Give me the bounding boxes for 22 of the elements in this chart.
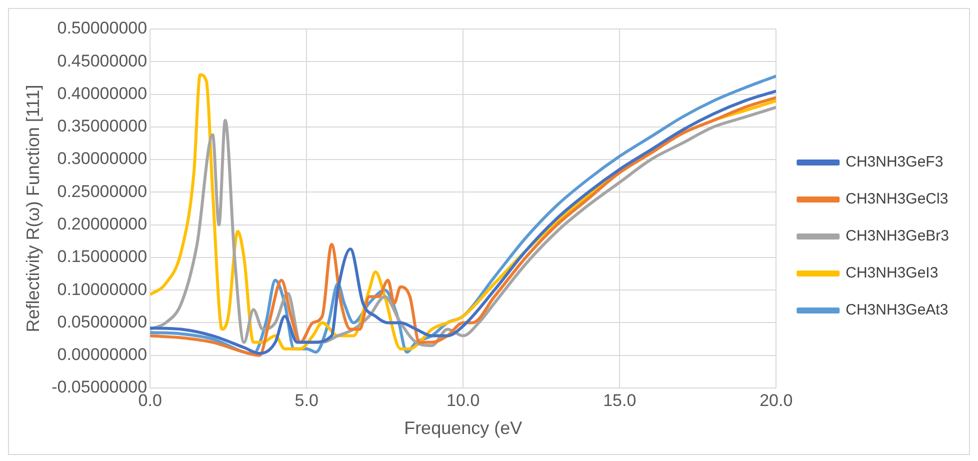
y-tick-label: 0.45000000 [57,51,148,70]
legend-label: CH3NH3GeAt3 [846,302,948,319]
legend-label: CH3NH3GeBr3 [846,228,950,245]
y-tick-label: 0.10000000 [57,280,148,299]
y-tick-label: 0.15000000 [57,247,148,266]
y-tick-label: 0.30000000 [57,149,148,168]
x-tick-label: 20.0 [760,390,793,410]
y-tick-label: 0.00000000 [57,345,148,364]
x-tick-label: 15.0 [603,390,636,410]
x-tick-label: 10.0 [446,390,480,410]
y-tick-label: 0.50000000 [57,18,148,38]
y-tick-label: 0.40000000 [57,84,148,103]
y-tick-label: 0.20000000 [57,214,148,234]
y-tick-label: 0.35000000 [57,116,148,136]
y-axis-title: Reflectivity R(ω) Function [111] [22,84,43,332]
y-tick-label: 0.05000000 [57,312,148,332]
legend-label: CH3NH3GeF3 [846,154,944,171]
legend-label: CH3NH3GeI3 [846,264,938,282]
y-tick-label: 0.25000000 [57,182,148,201]
x-tick-label: 5.0 [294,390,318,410]
x-axis-title: Frequency (eV [404,418,522,438]
legend-label: CH3NH3GeCl3 [846,190,948,208]
